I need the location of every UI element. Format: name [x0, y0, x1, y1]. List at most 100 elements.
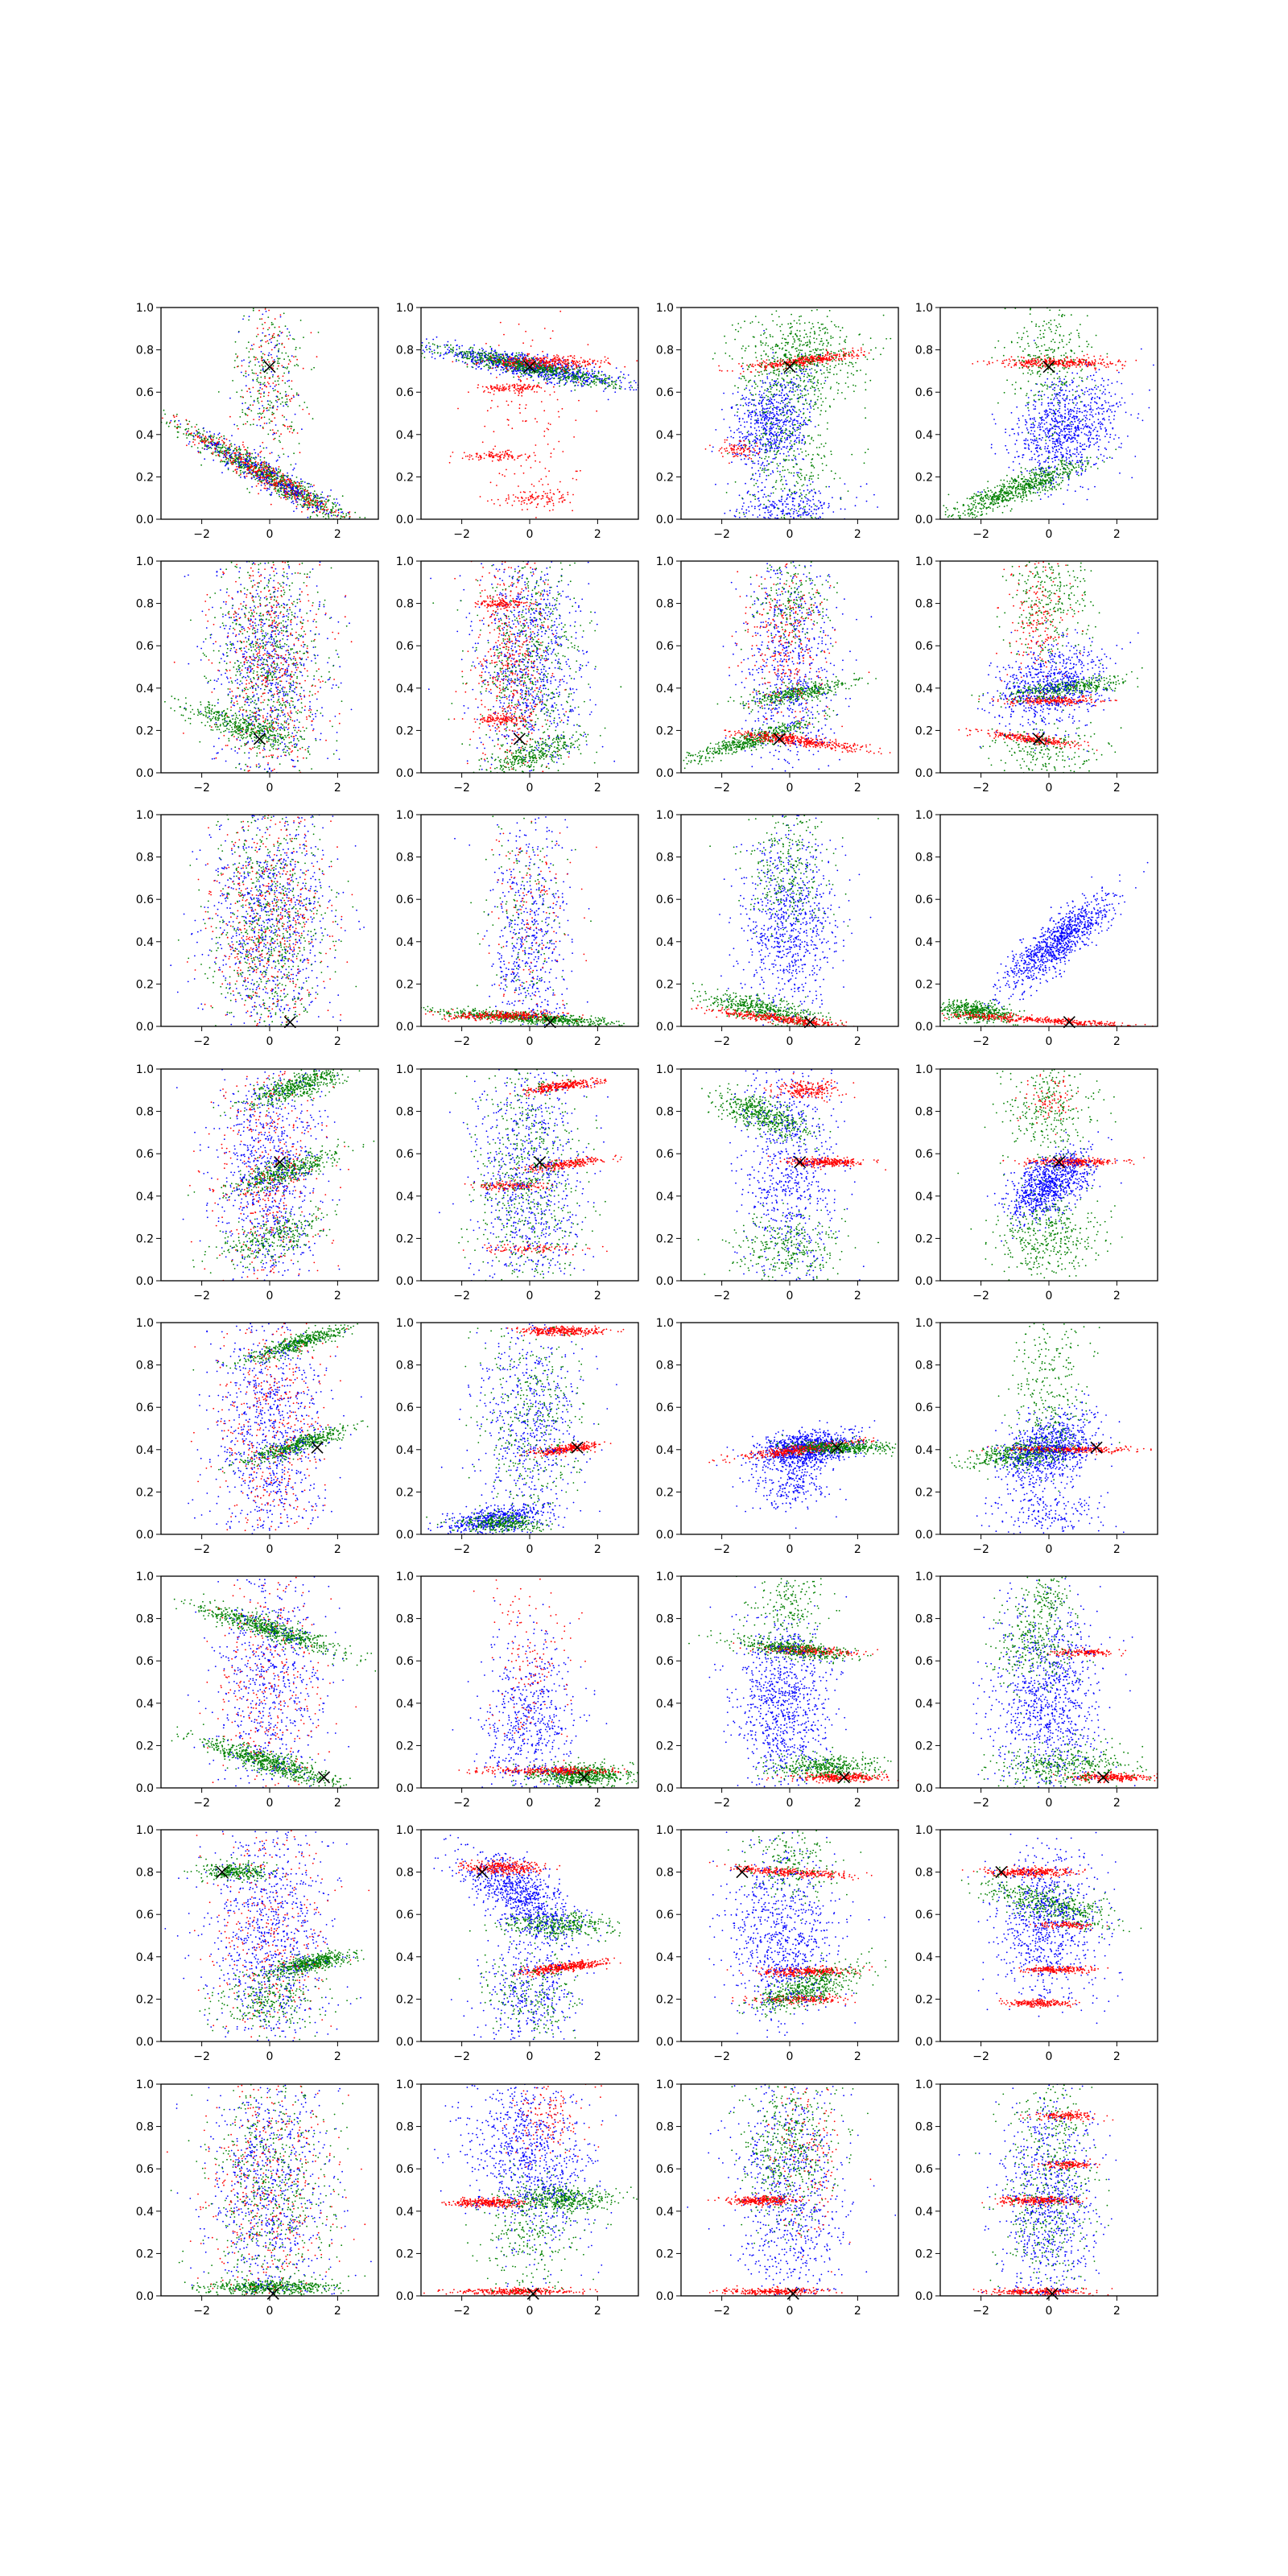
point [238, 475, 240, 477]
point [615, 387, 617, 389]
point [211, 436, 213, 437]
point [272, 374, 274, 376]
point [515, 389, 517, 390]
point [844, 341, 846, 343]
point [258, 390, 260, 391]
point [177, 437, 179, 439]
point [241, 459, 242, 460]
point [434, 344, 436, 345]
point [487, 410, 489, 411]
point [498, 353, 500, 355]
point [600, 378, 601, 380]
point [575, 385, 576, 386]
point [173, 415, 175, 417]
point [267, 359, 269, 361]
point [572, 381, 574, 382]
point [474, 363, 476, 365]
point [298, 486, 299, 488]
point [531, 502, 533, 503]
point [574, 363, 576, 365]
point [827, 353, 828, 354]
point [530, 503, 531, 505]
point [316, 356, 318, 357]
point [493, 390, 495, 392]
point [597, 361, 599, 362]
point [326, 506, 328, 508]
point [301, 485, 303, 487]
point [253, 477, 254, 478]
point [544, 328, 546, 329]
point [465, 362, 467, 364]
point [547, 369, 549, 371]
point [240, 396, 242, 398]
point [259, 452, 261, 453]
point [495, 361, 497, 363]
point [328, 495, 329, 497]
point [721, 370, 723, 372]
point [551, 359, 553, 361]
point [579, 361, 580, 362]
point [514, 501, 515, 502]
point [279, 436, 280, 437]
point [274, 359, 275, 361]
point [253, 469, 254, 470]
point [803, 357, 804, 359]
point [518, 359, 520, 361]
point [477, 452, 478, 454]
point [248, 341, 250, 343]
point [484, 453, 485, 455]
point [252, 464, 254, 465]
point [514, 356, 516, 357]
point [549, 501, 551, 502]
point [622, 377, 624, 378]
point [489, 454, 491, 456]
point [518, 497, 519, 499]
point [240, 449, 242, 451]
point [289, 431, 291, 433]
point [520, 492, 522, 493]
point [332, 502, 333, 504]
point [459, 353, 460, 355]
point [266, 311, 267, 312]
point [501, 366, 502, 368]
point [210, 435, 212, 436]
point [518, 379, 520, 381]
point [569, 502, 571, 503]
point [520, 376, 522, 378]
point [518, 394, 519, 396]
point [543, 436, 545, 437]
point [303, 505, 304, 506]
point [259, 387, 261, 389]
point [559, 359, 560, 361]
point [208, 441, 209, 443]
point [469, 356, 471, 357]
point [498, 390, 500, 392]
point [495, 455, 497, 456]
point [497, 499, 499, 501]
point [485, 454, 487, 456]
point [628, 374, 630, 376]
point [195, 427, 196, 428]
point [267, 382, 269, 383]
point [489, 346, 491, 348]
point [791, 361, 792, 363]
point [559, 386, 560, 387]
point [281, 332, 283, 334]
point [536, 506, 538, 508]
point [550, 456, 551, 458]
point [294, 339, 295, 341]
point [286, 480, 287, 481]
point [592, 361, 594, 362]
point [258, 408, 260, 410]
point [851, 355, 852, 357]
point [259, 473, 261, 475]
point [230, 457, 232, 459]
point [451, 349, 452, 350]
point [605, 380, 607, 382]
point [273, 365, 275, 367]
point [478, 456, 480, 458]
point [526, 503, 528, 505]
point [532, 340, 534, 341]
point [727, 370, 729, 372]
